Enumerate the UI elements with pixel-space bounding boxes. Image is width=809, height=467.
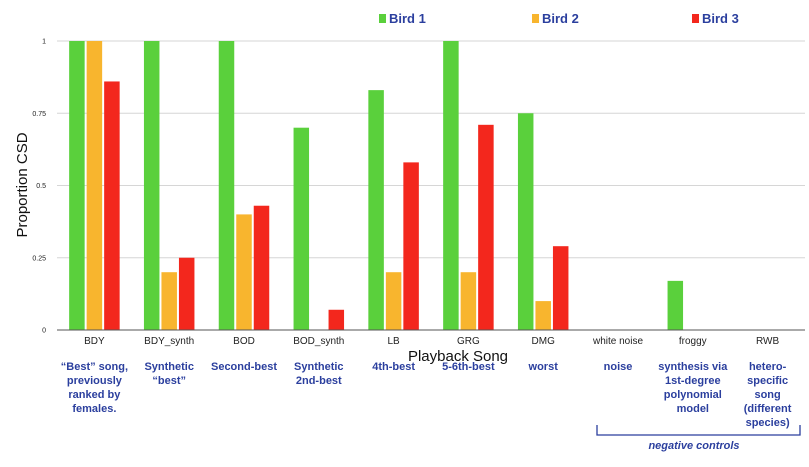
category-description-line: species) <box>746 417 790 429</box>
category-description-line: synthesis via <box>658 361 728 373</box>
y-tick-label: 0.75 <box>32 111 46 118</box>
bar-bird-1-bod <box>218 41 235 330</box>
y-tick-label: 0 <box>42 328 46 335</box>
category-description-line: females. <box>72 403 116 415</box>
bar-bird-3-bdy-synth <box>178 257 195 330</box>
bar-bird-2-bod <box>236 214 252 330</box>
bars <box>69 41 684 331</box>
bar-bird-1-bod-synth <box>293 127 310 330</box>
category-label: white noise <box>592 336 643 347</box>
bar-bird-3-grg <box>478 124 494 330</box>
y-tick-label: 0.25 <box>32 255 46 262</box>
bar-bird-2-lb <box>385 272 402 330</box>
category-label: BDY_synth <box>144 336 194 347</box>
legend-swatch <box>532 14 539 23</box>
category-description-line: “best” <box>152 375 186 387</box>
y-axis-label: Proportion CSD <box>14 132 31 237</box>
legend-swatch <box>379 14 386 23</box>
category-description-line: “Best” song, <box>61 361 128 373</box>
bar-bird-3-bod <box>253 205 270 330</box>
bar-bird-3-bdy <box>104 81 120 331</box>
category-description-line: previously <box>67 375 123 387</box>
category-label: BDY <box>84 336 105 347</box>
bar-bird-1-bdy-synth <box>143 41 160 330</box>
category-description-line: model <box>677 403 709 415</box>
y-tick-label: 0.5 <box>36 183 46 190</box>
y-tick-label: 1 <box>42 39 46 46</box>
bar-bird-3-bod-synth <box>328 309 345 330</box>
category-description-line: 5-6th-best <box>442 361 495 373</box>
gridlines <box>57 40 805 259</box>
category-description-line: 2nd-best <box>296 375 342 387</box>
bar-bird-1-dmg <box>517 113 534 330</box>
category-description-line: Second-best <box>211 361 277 373</box>
category-label: DMG <box>532 336 556 347</box>
category-description-line: Synthetic <box>294 361 344 373</box>
legend: Bird 1 Bird 2 Bird 3 <box>379 11 739 26</box>
y-tick-labels: 0 0.25 0.5 0.75 1 <box>32 39 46 335</box>
category-description-line: ranked by <box>68 389 121 401</box>
category-label: GRG <box>457 336 480 347</box>
x-axis-label: Playback Song <box>408 348 508 365</box>
legend-label: Bird 3 <box>702 11 739 26</box>
category-descriptions: “Best” song, previously ranked by females. S… <box>61 361 792 429</box>
bar-bird-2-bdy <box>86 41 103 330</box>
category-description-line: noise <box>604 361 633 373</box>
category-description-line: 4th-best <box>372 361 415 373</box>
category-description-line: hetero- <box>749 361 787 373</box>
category-description-line: worst <box>528 361 559 373</box>
bracket-line <box>596 425 801 436</box>
category-description-line: specific <box>747 375 788 387</box>
bar-bird-2-bdy-synth <box>161 272 177 330</box>
bar-bird-1-froggy <box>667 280 684 330</box>
bar-bird-1-lb <box>368 90 384 330</box>
bar-bird-2-grg <box>460 272 477 330</box>
bracket-label: negative controls <box>648 440 739 452</box>
category-label: BOD_synth <box>293 336 344 347</box>
bar-bird-2-dmg <box>535 301 551 330</box>
bar-bird-1-bdy <box>69 41 85 330</box>
category-description-line: polynomial <box>664 389 722 401</box>
category-label: RWB <box>756 336 779 347</box>
category-labels: BDY BDY_synth BOD BOD_synth LB GRG DMG white no… <box>84 336 779 347</box>
category-label: LB <box>387 336 400 347</box>
bar-bird-1-grg <box>443 41 459 330</box>
category-description-line: song <box>754 389 780 401</box>
legend-label: Bird 2 <box>542 11 579 26</box>
category-label: froggy <box>679 336 707 347</box>
legend-label: Bird 1 <box>389 11 426 26</box>
category-description-line: (different <box>744 403 792 415</box>
category-label: BOD <box>233 336 255 347</box>
negative-controls-bracket: negative controls <box>596 425 801 452</box>
category-description-line: 1st-degree <box>665 375 721 387</box>
bar-bird-3-dmg <box>552 246 569 330</box>
legend-swatch <box>692 14 699 23</box>
category-description-line: Synthetic <box>144 361 194 373</box>
bar-bird-3-lb <box>403 162 419 330</box>
